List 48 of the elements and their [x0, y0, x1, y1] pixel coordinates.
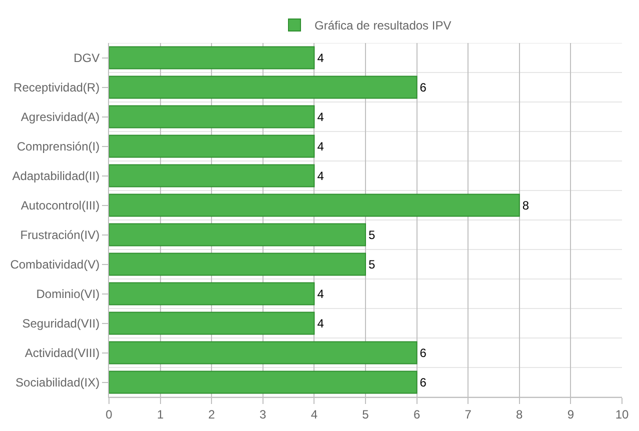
- data-label: 6: [420, 346, 427, 360]
- x-tick-label: 2: [208, 407, 216, 422]
- y-tick-label: Autocontrol(III): [20, 198, 100, 212]
- x-tick-label: 0: [106, 407, 113, 422]
- data-label: 4: [317, 139, 324, 154]
- y-tick-label: Combatividad(V): [10, 257, 100, 272]
- bar: [109, 76, 418, 99]
- bar: [109, 105, 315, 128]
- x-tick-label: 4: [310, 407, 318, 422]
- y-tick-label: Actividad(VIII): [24, 346, 100, 360]
- y-tick-label: Adaptabilidad(II): [12, 168, 100, 183]
- x-tick-label: 7: [464, 407, 472, 422]
- bar: [109, 164, 315, 188]
- bar: [109, 134, 315, 158]
- bar: [109, 282, 315, 306]
- y-tick-label: Dominio(VI): [36, 286, 100, 301]
- bar: [109, 252, 366, 276]
- bar: [109, 46, 315, 70]
- bar: [109, 341, 418, 364]
- legend-label: Gráfica de resultados IPV: [314, 18, 452, 33]
- y-tick-label: Seguridad(VII): [22, 316, 100, 330]
- y-tick-label: DGV: [74, 50, 100, 65]
- y-tick-label: Frustración(IV): [20, 228, 100, 242]
- y-tick-label: Agresividad(A): [20, 110, 100, 124]
- data-label: 4: [317, 316, 324, 330]
- x-tick-label: 3: [260, 407, 267, 422]
- bar: [109, 312, 315, 335]
- y-tick-label: Sociabilidad(IX): [16, 375, 100, 390]
- bar: [109, 370, 418, 394]
- x-tick-label: 1: [156, 407, 164, 422]
- x-tick-label: 5: [362, 407, 370, 422]
- x-tick-label: 9: [567, 407, 574, 422]
- data-label: 5: [368, 257, 376, 272]
- data-label: 4: [317, 168, 324, 183]
- data-label: 6: [420, 375, 427, 390]
- data-label: 5: [368, 228, 376, 242]
- data-label: 4: [317, 50, 324, 65]
- x-tick-label: 10: [615, 407, 629, 422]
- y-tick-label: Comprensión(I): [16, 139, 100, 154]
- data-label: 8: [522, 198, 530, 212]
- bar: [109, 223, 366, 246]
- data-label: 4: [317, 286, 324, 301]
- data-label: 4: [317, 110, 324, 124]
- data-label: 6: [420, 80, 427, 94]
- bar: [109, 194, 520, 217]
- x-tick-label: 6: [413, 407, 420, 422]
- y-tick-label: Receptividad(R): [14, 80, 100, 94]
- x-tick-label: 8: [516, 407, 524, 422]
